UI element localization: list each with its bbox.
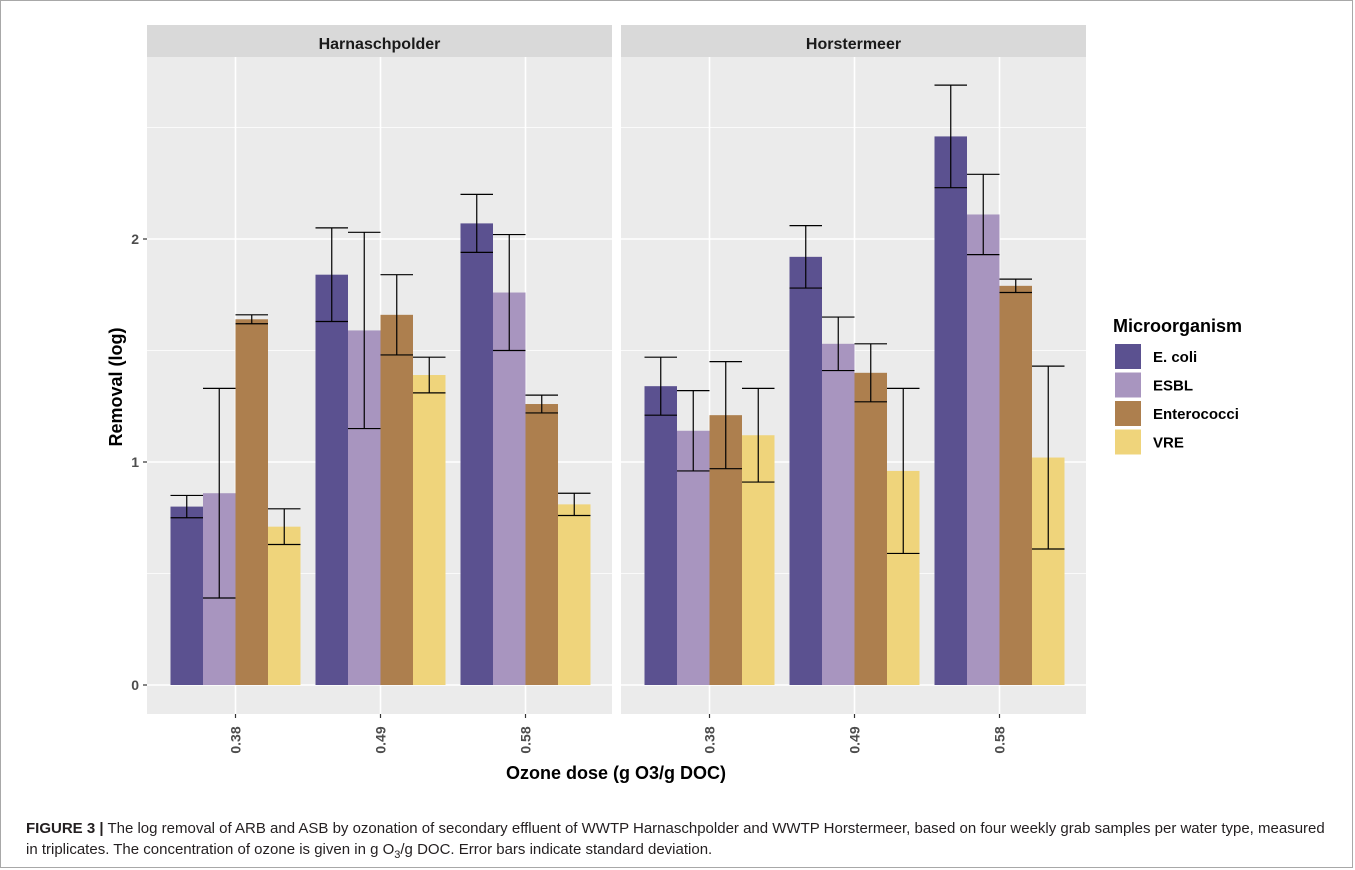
- axes: 0.38 0.49 0.58 0.38 0.49 0.58 0 1 2: [131, 231, 1007, 754]
- x-tick-label: 0.38: [702, 726, 718, 753]
- bar: [822, 343, 855, 685]
- bar: [644, 386, 677, 685]
- chart: Harnaschpolder Horstermeer 0.38 0.49 0.58 0.…: [106, 25, 1242, 783]
- caption-lead: FIGURE 3 |: [26, 820, 104, 837]
- bar: [235, 319, 268, 685]
- y-tick-label: 0: [131, 677, 139, 693]
- y-axis-title: Removal (log): [106, 327, 126, 446]
- bar: [268, 526, 301, 685]
- legend-label: Enterococci: [1153, 406, 1239, 423]
- x-axis-title: Ozone dose (g O3/g DOC): [506, 763, 726, 783]
- bar: [170, 506, 203, 685]
- facet-strip: [147, 25, 612, 57]
- facet-strip-label: Harnaschpolder: [319, 36, 441, 53]
- bar: [525, 404, 558, 685]
- x-tick-label: 0.58: [518, 726, 534, 753]
- bar: [967, 214, 1000, 685]
- y-tick-label: 1: [131, 454, 139, 470]
- legend-label: ESBL: [1153, 378, 1193, 395]
- legend: Microorganism E. coli ESBL Enterococci VRE: [1113, 316, 1242, 455]
- bar: [558, 504, 591, 685]
- bar: [999, 285, 1032, 685]
- bar: [315, 274, 348, 685]
- figure-caption: FIGURE 3 | The log removal of ARB and AS…: [26, 818, 1326, 866]
- error-bars: [170, 84, 1065, 599]
- facet-strip: [621, 25, 1086, 57]
- facet-strip-label: Horstermeer: [806, 36, 901, 53]
- x-tick-label: 0.49: [373, 726, 389, 753]
- x-tick-label: 0.58: [992, 726, 1008, 753]
- bar: [380, 314, 413, 685]
- legend-title: Microorganism: [1113, 316, 1242, 336]
- caption-subscript: 3: [394, 849, 401, 861]
- legend-label: E. coli: [1153, 349, 1197, 366]
- legend-key: [1115, 401, 1141, 426]
- x-tick-label: 0.49: [847, 726, 863, 753]
- legend-key: [1115, 429, 1141, 455]
- caption-text-1: The log removal of ARB and ASB by ozonat…: [26, 820, 1325, 858]
- bar: [789, 256, 822, 685]
- bar: [934, 136, 967, 686]
- legend-key: [1115, 372, 1141, 398]
- bar: [413, 375, 446, 685]
- legend-key: [1115, 344, 1141, 369]
- legend-label: VRE: [1153, 435, 1184, 452]
- bar: [460, 223, 493, 685]
- y-tick-label: 2: [131, 231, 139, 247]
- x-tick-label: 0.38: [228, 726, 244, 753]
- bar: [854, 372, 887, 685]
- bar: [493, 292, 526, 685]
- bar: [677, 430, 710, 685]
- caption-text-2: /g DOC. Error bars indicate standard dev…: [400, 841, 713, 858]
